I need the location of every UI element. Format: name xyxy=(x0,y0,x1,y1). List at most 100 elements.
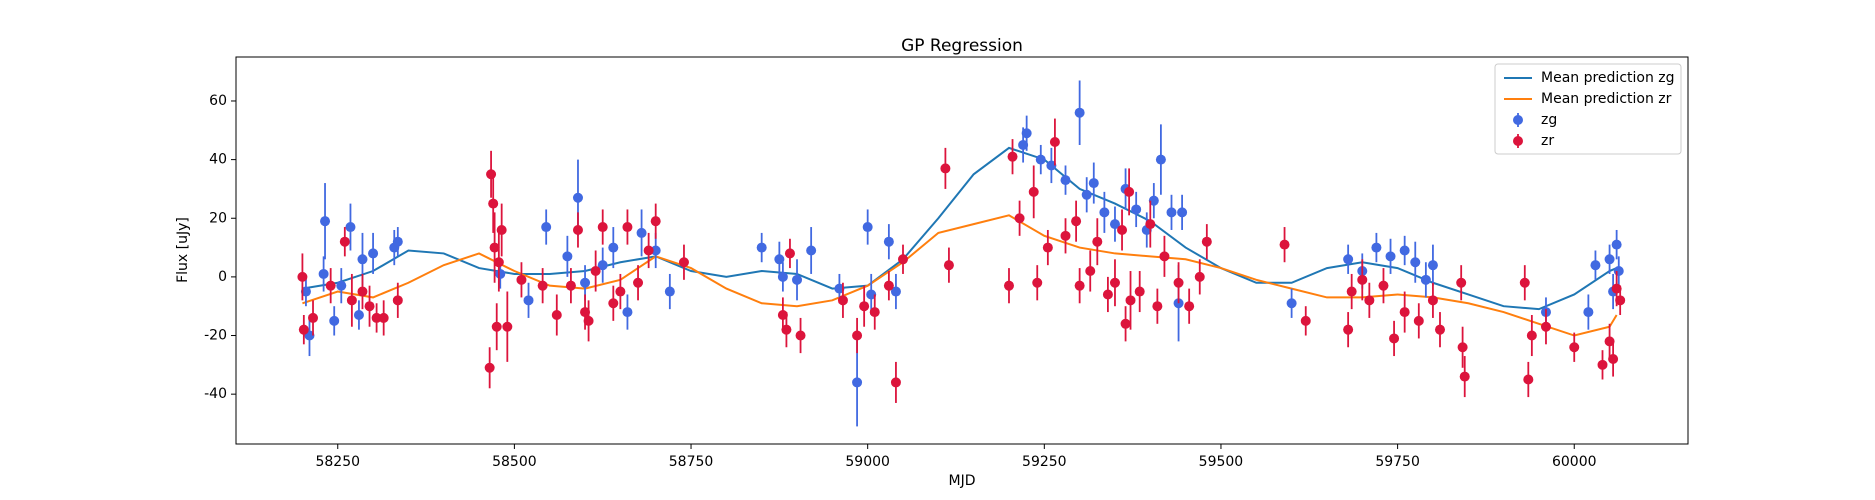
data-point xyxy=(678,257,689,268)
data-point xyxy=(1085,266,1096,277)
data-point xyxy=(774,254,785,265)
data-point xyxy=(1035,154,1046,165)
data-point xyxy=(1014,213,1025,224)
data-point xyxy=(1434,324,1445,335)
y-axis-label: Flux [uJy] xyxy=(175,217,191,283)
data-point xyxy=(633,277,644,288)
data-point xyxy=(371,312,382,323)
data-point xyxy=(1081,189,1092,200)
data-point xyxy=(1427,260,1438,271)
data-point xyxy=(622,222,633,233)
data-point xyxy=(781,324,792,335)
data-point xyxy=(1145,219,1156,230)
data-point xyxy=(496,224,507,235)
data-point xyxy=(852,330,863,341)
data-point xyxy=(320,216,331,227)
data-point xyxy=(1420,274,1431,285)
data-point xyxy=(1109,219,1120,230)
x-tick-label: 59750 xyxy=(1375,454,1420,470)
data-point xyxy=(608,298,619,309)
data-point xyxy=(650,245,661,256)
data-point xyxy=(1343,324,1354,335)
data-point xyxy=(940,163,951,174)
x-tick-label: 59000 xyxy=(845,454,890,470)
mean-line xyxy=(302,214,1618,337)
data-point xyxy=(1060,175,1071,186)
data-point xyxy=(1134,286,1145,297)
data-point xyxy=(1389,333,1400,344)
data-point xyxy=(859,301,870,312)
data-point xyxy=(378,312,389,323)
data-point xyxy=(664,286,675,297)
data-point xyxy=(1399,307,1410,318)
data-point xyxy=(1540,321,1551,332)
data-point xyxy=(1152,301,1163,312)
data-point xyxy=(1357,274,1368,285)
data-point xyxy=(650,216,661,227)
data-point xyxy=(1124,186,1135,197)
data-point xyxy=(1177,207,1188,218)
data-point xyxy=(297,271,308,282)
data-point xyxy=(1194,271,1205,282)
axes-frame xyxy=(235,56,1689,445)
data-point xyxy=(1148,195,1159,206)
data-point xyxy=(1590,260,1601,271)
data-point xyxy=(1028,186,1039,197)
x-tick-label: 59500 xyxy=(1199,454,1244,470)
data-point xyxy=(1613,266,1624,277)
data-point xyxy=(572,224,583,235)
data-point xyxy=(1007,151,1018,162)
data-point xyxy=(1003,280,1014,291)
legend-swatch xyxy=(1513,115,1523,125)
data-point xyxy=(1378,280,1389,291)
legend-box xyxy=(1494,63,1682,155)
x-tick-label: 58500 xyxy=(492,454,537,470)
legend-label: zr xyxy=(1541,133,1554,149)
data-point xyxy=(298,324,309,335)
y-tick-label: 60 xyxy=(209,93,227,109)
data-point xyxy=(1074,107,1085,118)
data-point xyxy=(329,315,340,326)
data-point xyxy=(368,248,379,259)
x-axis-label: MJD xyxy=(949,473,976,489)
data-point xyxy=(583,315,594,326)
data-point xyxy=(1074,280,1085,291)
x-tick-label: 58250 xyxy=(315,454,360,470)
data-point xyxy=(1201,236,1212,247)
data-point xyxy=(1131,204,1142,215)
data-point xyxy=(862,222,873,233)
data-point xyxy=(837,295,848,306)
data-point xyxy=(1300,315,1311,326)
data-point xyxy=(551,310,562,320)
data-point xyxy=(562,251,573,262)
x-tick-label: 59250 xyxy=(1022,454,1067,470)
data-point xyxy=(300,286,311,297)
data-point xyxy=(495,268,506,279)
data-point xyxy=(1279,239,1290,250)
data-point xyxy=(364,301,375,312)
data-point xyxy=(1583,307,1594,318)
data-point xyxy=(491,321,502,332)
y-tick-label: 40 xyxy=(209,152,227,168)
data-point xyxy=(890,286,901,297)
x-tick-label: 58750 xyxy=(669,454,714,470)
chart-title: GP Regression xyxy=(901,36,1023,56)
data-point xyxy=(1286,298,1297,309)
data-point xyxy=(1608,353,1619,364)
data-point xyxy=(636,227,647,238)
data-point xyxy=(1042,242,1053,253)
data-point xyxy=(615,286,626,297)
data-point xyxy=(486,169,497,180)
data-point xyxy=(1125,295,1136,306)
data-point xyxy=(345,222,356,233)
data-point xyxy=(1046,160,1057,171)
data-point xyxy=(318,268,329,279)
data-point xyxy=(1364,295,1375,306)
data-point xyxy=(943,260,954,271)
data-point xyxy=(325,280,336,291)
data-point xyxy=(898,254,909,265)
data-point xyxy=(1109,277,1120,288)
data-point xyxy=(1410,257,1421,268)
data-point xyxy=(597,222,608,233)
